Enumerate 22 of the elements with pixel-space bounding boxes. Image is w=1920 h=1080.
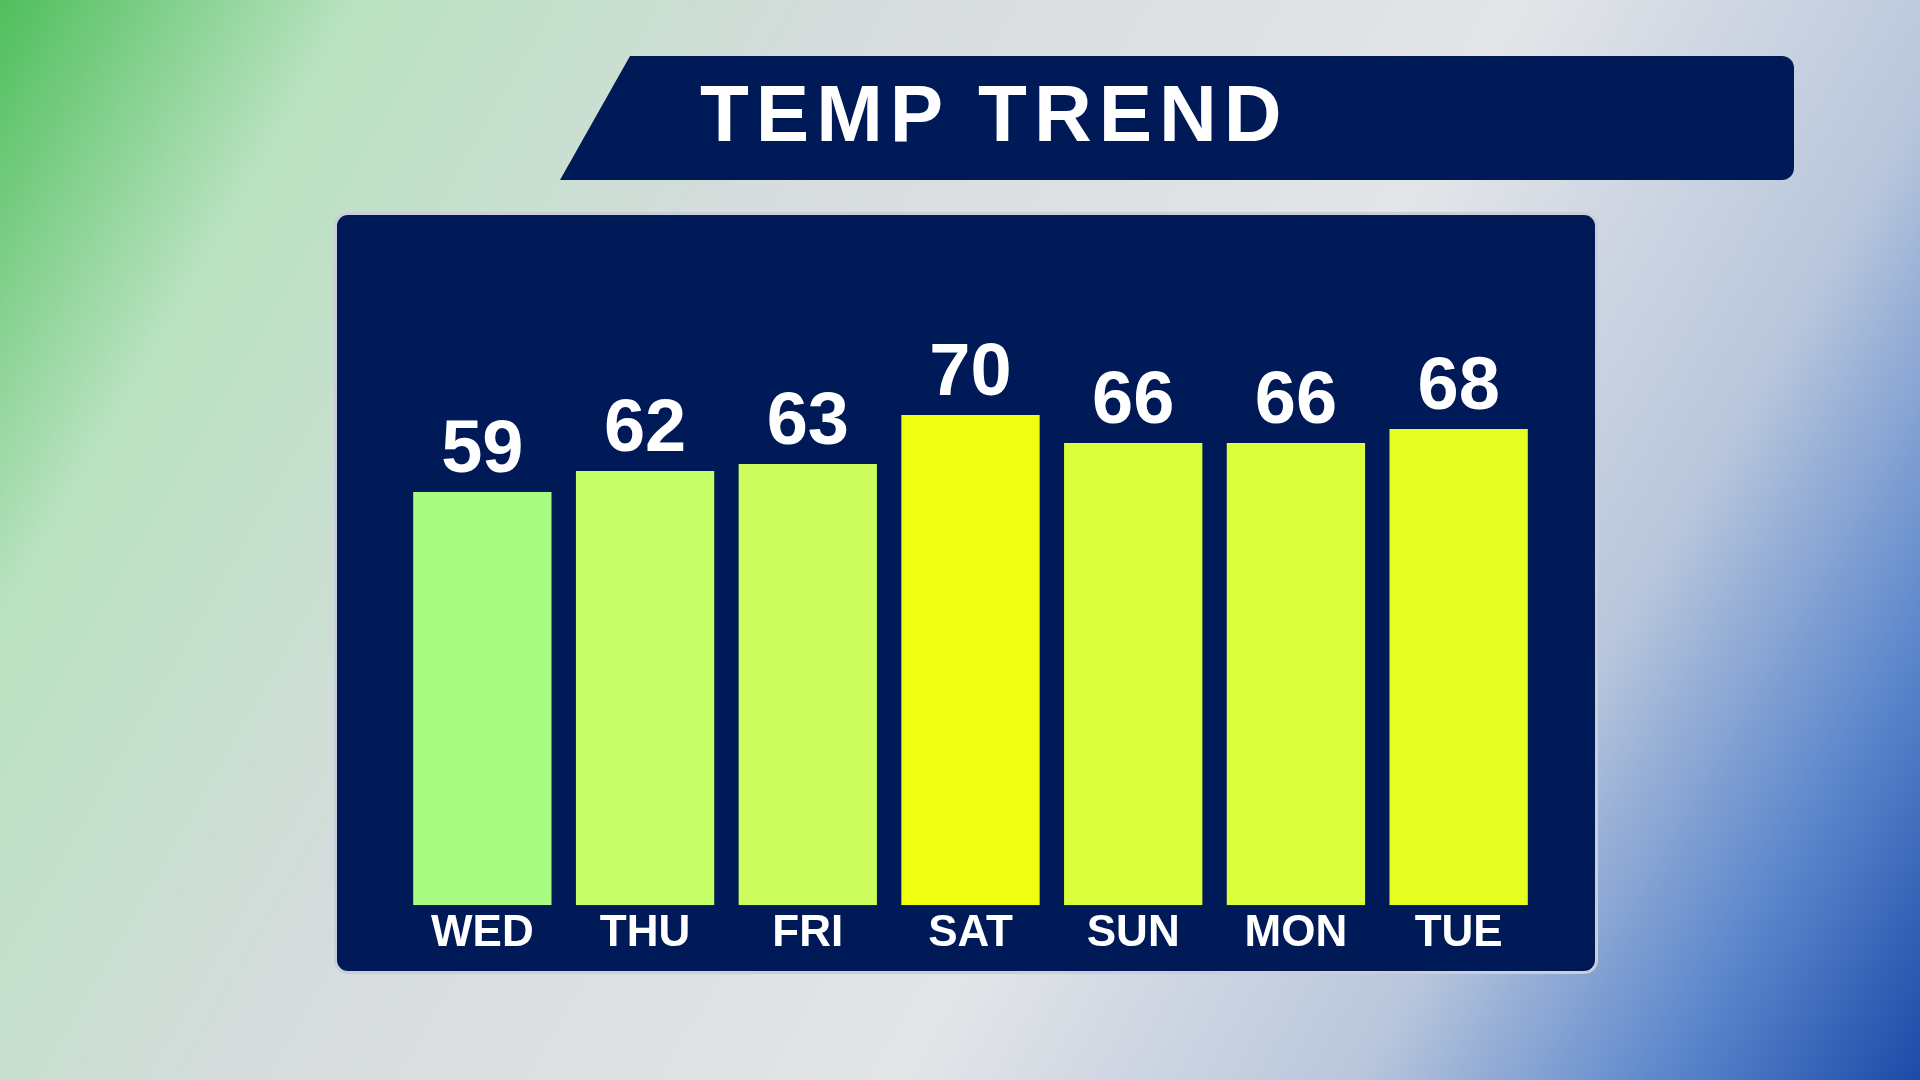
chart-title: TEMP TREND <box>700 68 1289 160</box>
data-label: 70 <box>929 328 1012 411</box>
x-tick-label: SUN <box>1086 905 1180 955</box>
bar <box>1226 443 1366 906</box>
data-label: 59 <box>441 405 524 489</box>
data-label: 68 <box>1417 342 1500 426</box>
bar <box>738 464 877 906</box>
bar <box>1389 429 1528 906</box>
bar <box>413 492 552 906</box>
x-tick-label: TUE <box>1414 905 1503 955</box>
bar <box>901 415 1040 906</box>
bar <box>575 471 715 906</box>
x-tick-label: WED <box>431 905 534 955</box>
x-tick-label: SAT <box>928 905 1013 955</box>
data-label: 62 <box>603 384 687 468</box>
x-tick-label: FRI <box>772 905 844 955</box>
x-tick-label: MON <box>1244 905 1348 955</box>
data-label: 66 <box>1254 356 1338 440</box>
data-label: 66 <box>1092 356 1175 440</box>
bar <box>1064 443 1203 906</box>
x-tick-label: THU <box>599 905 691 955</box>
data-label: 63 <box>766 377 849 461</box>
